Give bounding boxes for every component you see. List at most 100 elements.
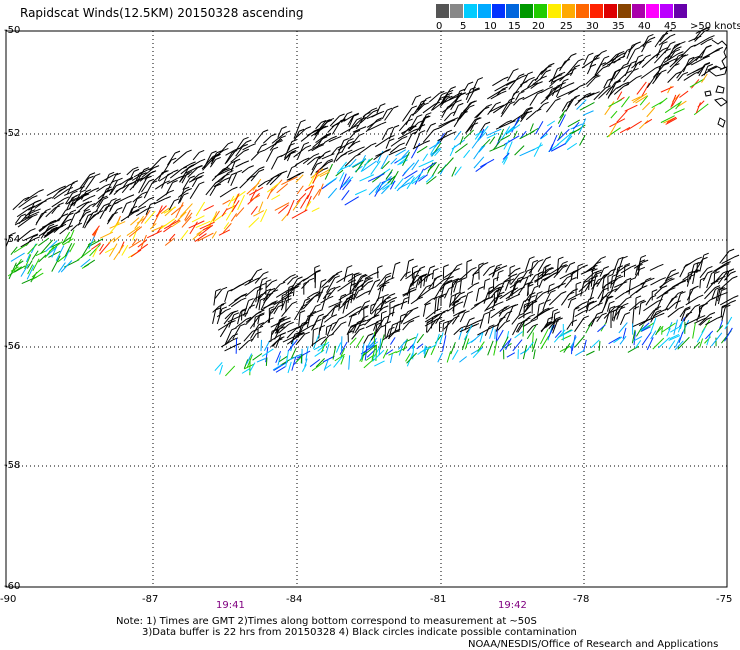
wind-barb bbox=[235, 318, 247, 329]
wind-barb bbox=[449, 145, 456, 157]
wind-barb-flag bbox=[327, 158, 333, 162]
wind-barb bbox=[129, 207, 142, 215]
wind-barb bbox=[673, 319, 678, 335]
wind-barb bbox=[269, 172, 283, 186]
wind-barb-flag bbox=[498, 286, 504, 289]
wind-barb-flag bbox=[508, 278, 515, 282]
wind-barb-flag bbox=[248, 165, 254, 169]
colorbar-swatch bbox=[674, 4, 687, 18]
wind-barb bbox=[545, 88, 556, 99]
wind-barb-flag bbox=[514, 293, 521, 297]
wind-barb bbox=[25, 253, 31, 263]
wind-barb bbox=[252, 178, 262, 191]
wind-barb-flag bbox=[472, 122, 479, 126]
wind-barb-flag bbox=[375, 307, 382, 311]
wind-barb-flag bbox=[589, 92, 595, 96]
wind-barb bbox=[224, 152, 233, 165]
wind-barb bbox=[375, 182, 381, 193]
wind-barb-flag bbox=[376, 111, 383, 115]
wind-barb bbox=[169, 168, 183, 179]
wind-barb-flag bbox=[72, 180, 79, 184]
wind-barb bbox=[402, 290, 412, 296]
wind-barb-flag bbox=[582, 301, 588, 305]
wind-barb bbox=[262, 135, 272, 144]
wind-barb bbox=[335, 169, 344, 177]
wind-barb-flag bbox=[434, 276, 440, 280]
wind-barb bbox=[394, 322, 399, 332]
wind-barb-flag bbox=[622, 255, 628, 259]
wind-barb bbox=[554, 330, 562, 339]
wind-barb-flag bbox=[539, 302, 545, 306]
wind-barb bbox=[507, 70, 514, 82]
wind-barb-flag bbox=[279, 332, 286, 336]
wind-barb bbox=[136, 208, 147, 217]
wind-barb bbox=[416, 343, 424, 350]
wind-barb-flag bbox=[362, 306, 369, 310]
wind-barb-flag bbox=[413, 306, 419, 310]
wind-barb-flag bbox=[249, 304, 256, 308]
wind-barb-flag bbox=[189, 175, 196, 179]
wind-barb-flag bbox=[133, 168, 140, 172]
wind-barb bbox=[512, 339, 523, 352]
wind-barb-flag bbox=[374, 279, 381, 283]
wind-barb bbox=[353, 290, 359, 301]
wind-barb bbox=[620, 266, 632, 274]
wind-barb bbox=[650, 279, 662, 286]
wind-barb bbox=[661, 322, 676, 333]
wind-barb bbox=[312, 188, 321, 200]
wind-barb bbox=[216, 310, 226, 318]
wind-barb bbox=[340, 355, 345, 365]
wind-barb bbox=[550, 134, 558, 151]
wind-barb bbox=[574, 94, 587, 106]
wind-barb-flag bbox=[582, 264, 588, 268]
wind-barb-flag bbox=[46, 197, 52, 200]
wind-barb bbox=[366, 334, 375, 349]
wind-barb-flag bbox=[356, 117, 362, 121]
wind-barb-flag bbox=[715, 286, 721, 290]
wind-barb-flag bbox=[299, 332, 305, 336]
wind-barb bbox=[477, 327, 492, 336]
wind-barb bbox=[114, 196, 130, 204]
wind-barb bbox=[344, 308, 357, 318]
wind-barb bbox=[352, 160, 365, 168]
wind-barb bbox=[552, 319, 559, 334]
wind-barb bbox=[300, 194, 309, 209]
wind-barb bbox=[448, 296, 452, 308]
wind-barb bbox=[67, 213, 76, 230]
wind-barb bbox=[469, 119, 477, 132]
wind-barb-flag bbox=[257, 288, 263, 291]
wind-barb bbox=[292, 199, 301, 211]
wind-barb-flag bbox=[570, 297, 577, 301]
wind-barb bbox=[18, 197, 33, 208]
wind-barb bbox=[574, 311, 584, 318]
wind-barb-flag bbox=[645, 54, 652, 58]
wind-barb bbox=[501, 153, 510, 163]
wind-barb bbox=[278, 323, 289, 334]
wind-barb-flag bbox=[117, 207, 123, 210]
wind-barb-flag bbox=[318, 144, 324, 148]
wind-barb bbox=[418, 288, 432, 299]
wind-barb bbox=[80, 242, 91, 259]
wind-barb-flag bbox=[555, 98, 561, 101]
wind-barb bbox=[517, 319, 526, 333]
wind-barb-flag bbox=[474, 88, 480, 92]
wind-barb-flag bbox=[299, 310, 306, 314]
wind-barb bbox=[306, 311, 318, 318]
wind-barb bbox=[320, 275, 334, 288]
wind-barb bbox=[606, 303, 610, 312]
wind-barb bbox=[479, 314, 485, 329]
wind-barb-flag bbox=[640, 300, 647, 304]
wind-barb-flag bbox=[304, 157, 310, 161]
wind-barb-flag bbox=[356, 306, 362, 309]
wind-barb bbox=[693, 341, 701, 349]
wind-barb bbox=[418, 174, 428, 182]
wind-barb bbox=[484, 298, 496, 312]
wind-barb bbox=[471, 274, 475, 285]
wind-barb bbox=[697, 100, 705, 108]
wind-barb bbox=[306, 185, 315, 200]
wind-barb-flag bbox=[328, 160, 334, 164]
wind-barb bbox=[293, 121, 302, 139]
wind-barb bbox=[500, 126, 511, 141]
wind-barb bbox=[610, 110, 618, 119]
wind-barb-flag bbox=[380, 103, 386, 107]
